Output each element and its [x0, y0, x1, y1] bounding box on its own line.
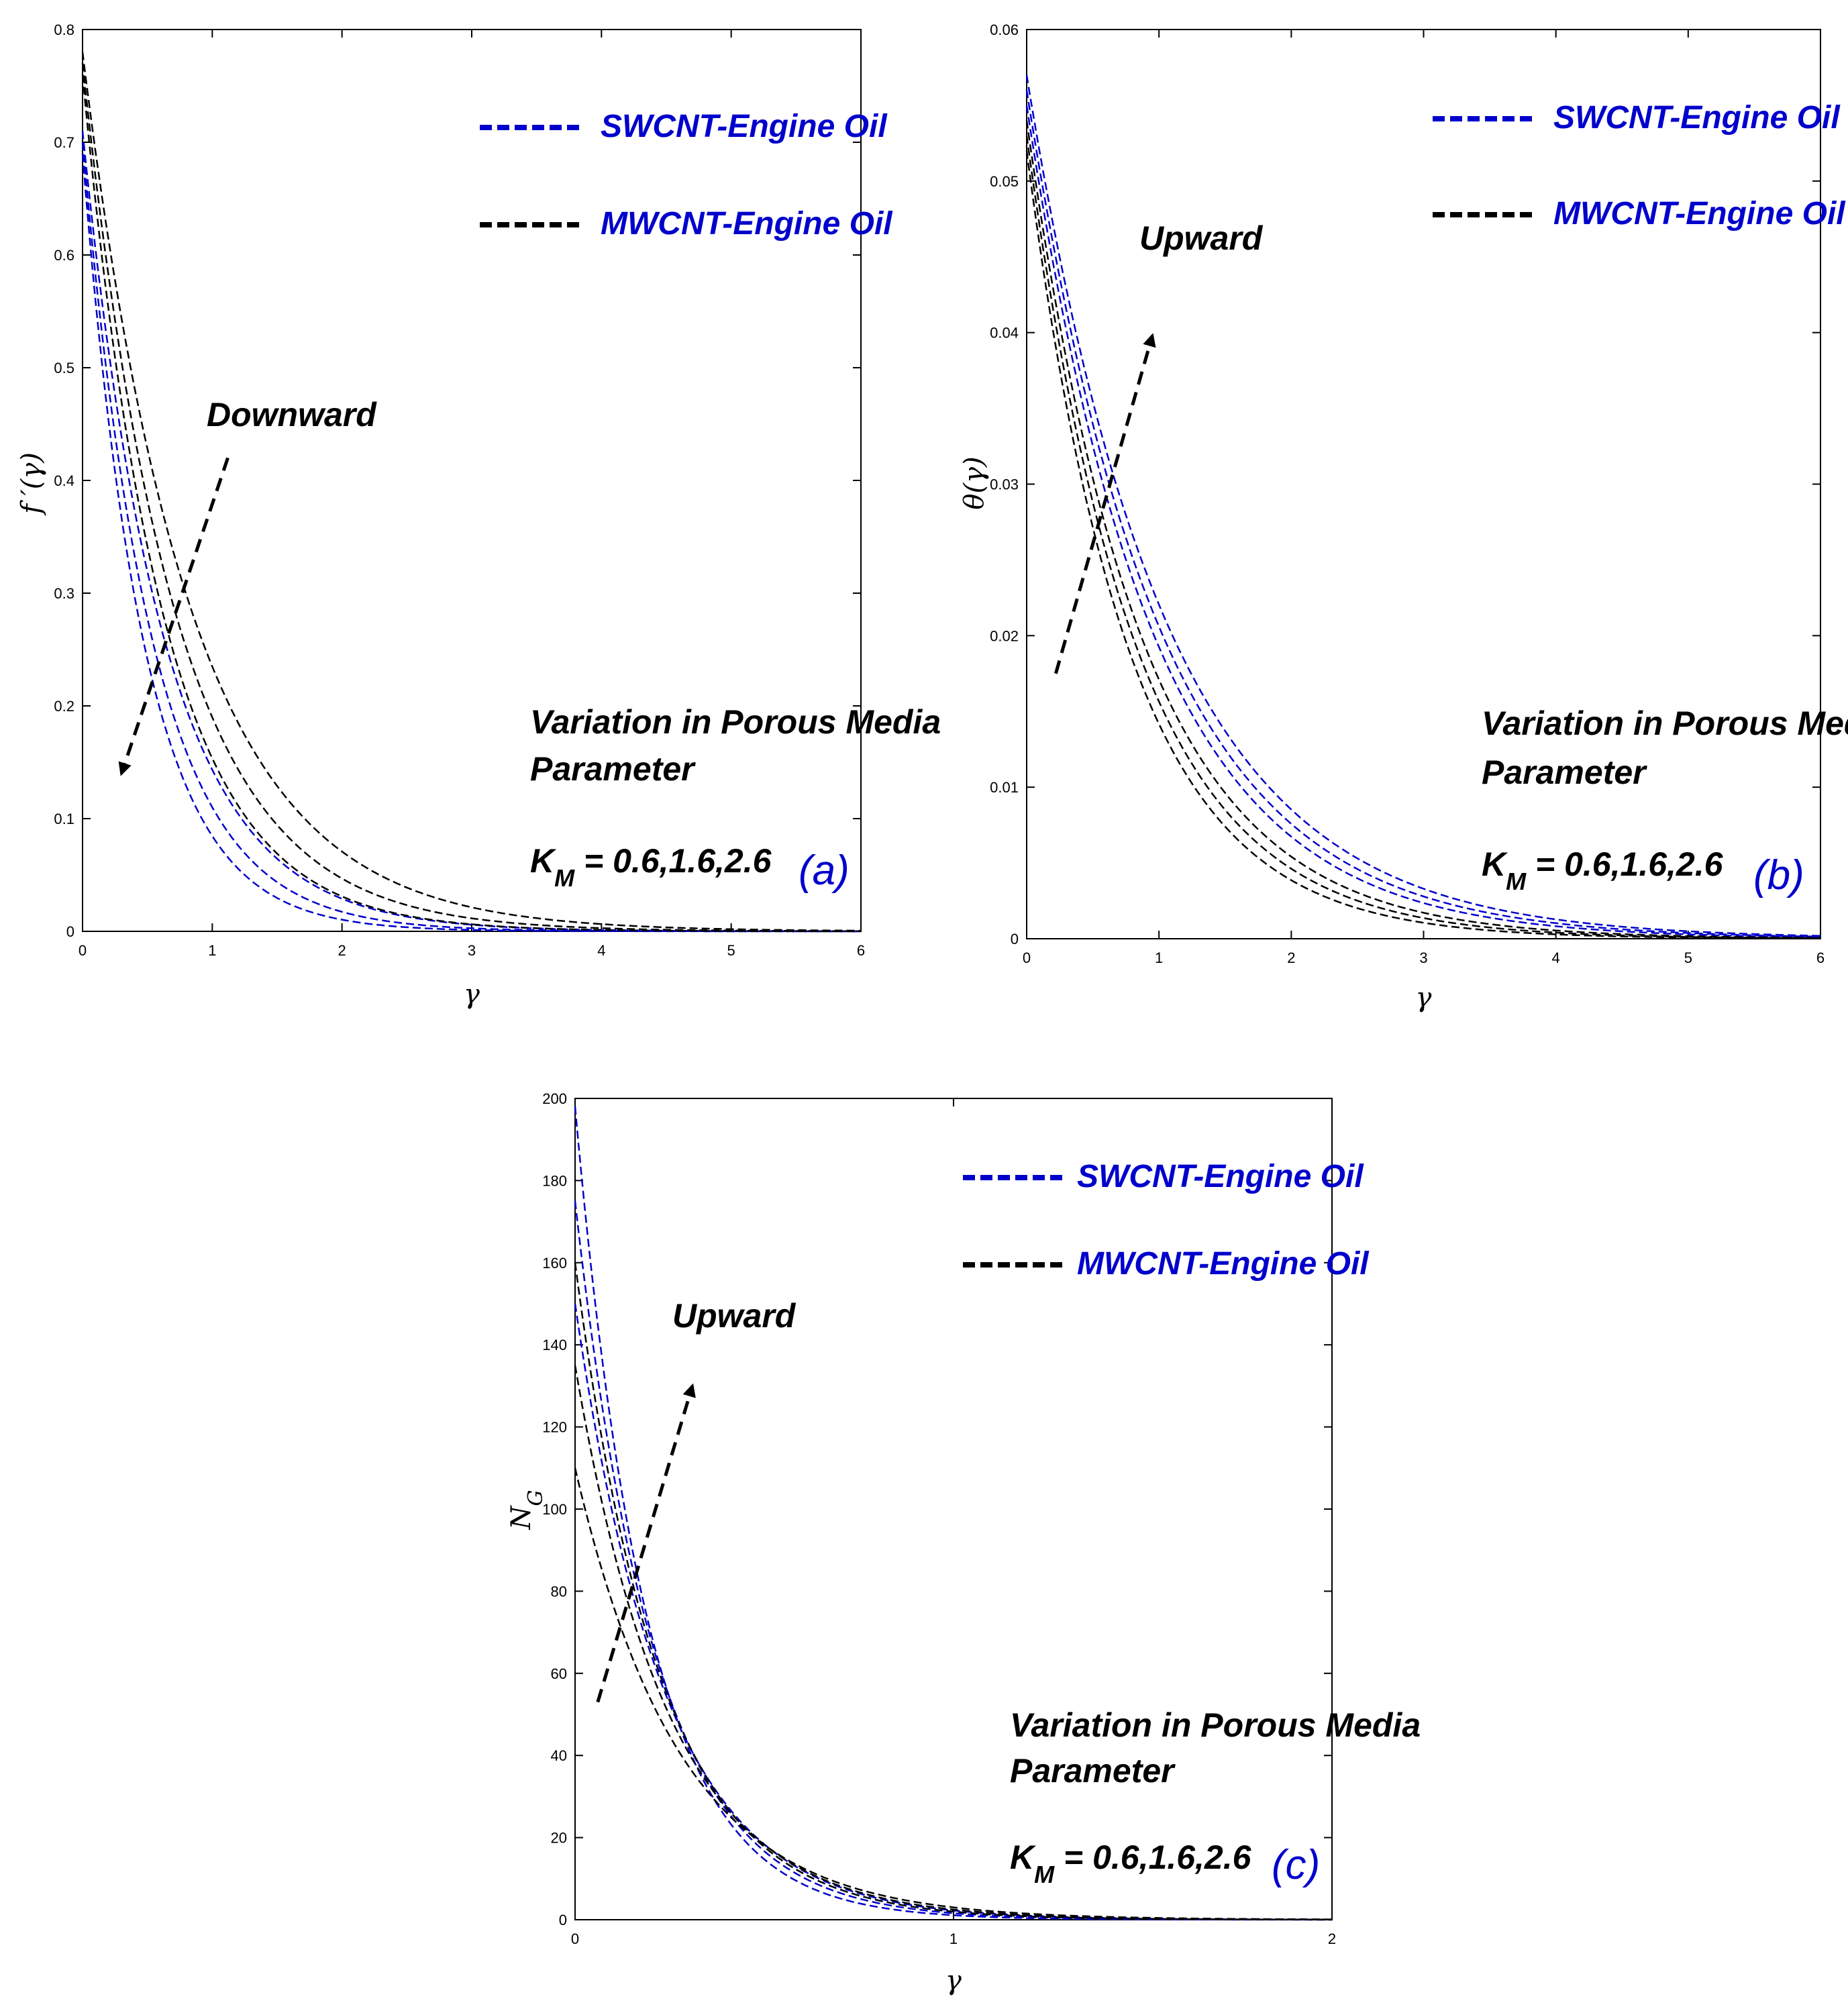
- legend-swcnt-label: SWCNT-Engine Oil: [601, 109, 888, 144]
- swcnt-series-line: [1025, 105, 1820, 938]
- swcnt-series-line: [81, 142, 861, 933]
- mwcnt-series-line: [81, 52, 861, 932]
- y-tick-label: 180: [542, 1172, 567, 1189]
- x-axis-label: γ: [1416, 982, 1432, 1013]
- annotation-line1: Variation in Porous Media: [1482, 705, 1848, 742]
- y-tick-label: 0.2: [54, 698, 74, 715]
- legend-swcnt-label: SWCNT-Engine Oil: [1077, 1159, 1364, 1194]
- x-tick-label: 0: [571, 1930, 579, 1947]
- y-tick-label: 0: [559, 1912, 567, 1928]
- x-tick-label: 0: [79, 942, 87, 959]
- x-tick-label: 3: [1419, 949, 1427, 966]
- y-tick-label: 100: [542, 1501, 567, 1518]
- x-tick-label: 2: [1287, 949, 1295, 966]
- panel-label: (c): [1272, 1842, 1320, 1888]
- y-tick-label: 0.5: [54, 360, 74, 376]
- legend-mwcnt-label: MWCNT-Engine Oil: [601, 206, 893, 242]
- y-axis-label: f ′(γ): [16, 452, 47, 516]
- annotation-line2: Parameter: [1010, 1752, 1176, 1790]
- y-tick-label: 0.04: [990, 325, 1019, 342]
- swcnt-series-line: [81, 131, 861, 933]
- annotation-line1: Variation in Porous Media: [530, 703, 941, 741]
- swcnt-series-line: [574, 1106, 1332, 1921]
- y-tick-label: 0: [66, 923, 74, 940]
- x-tick-label: 0: [1023, 949, 1031, 966]
- trend-label: Upward: [672, 1297, 797, 1335]
- x-tick-label: 2: [1328, 1930, 1336, 1947]
- legend-mwcnt-label: MWCNT-Engine Oil: [1077, 1246, 1370, 1282]
- chart-panel-a: 0 1 2 3 4 5 6 0 0.1 0.2 0.3 0.4 0.5 0.6 0.7 0.8 γ f ′(γ) D…: [16, 21, 941, 1010]
- y-axis-label: NG: [506, 1490, 548, 1531]
- mwcnt-series-line: [574, 1262, 1333, 1921]
- trend-label: Downward: [207, 396, 377, 433]
- y-tick-label: 0.03: [990, 476, 1019, 493]
- y-tick-label: 0.02: [990, 627, 1019, 644]
- legend-swcnt-label: SWCNT-Engine Oil: [1553, 100, 1841, 136]
- x-tick-label: 1: [1155, 949, 1163, 966]
- x-tick-label: 1: [208, 942, 216, 959]
- panel-label: (a): [799, 847, 850, 894]
- y-tick-label: 40: [551, 1747, 567, 1764]
- mwcnt-series-line: [1025, 135, 1820, 939]
- y-tick-label: 200: [542, 1090, 567, 1107]
- y-axis-label: θ(γ): [959, 456, 990, 509]
- x-tick-label: 4: [597, 942, 605, 959]
- x-tick-label: 4: [1552, 949, 1560, 966]
- trend-arrow: [596, 1383, 696, 1703]
- x-axis-label: γ: [464, 979, 480, 1010]
- x-tick-label: 6: [1816, 949, 1825, 966]
- trend-arrow: [118, 457, 229, 776]
- plot-frame: [1026, 29, 1821, 939]
- chart-panel-c: 0 1 2020406080100120140160180200γNGUpwardS…: [506, 1090, 1421, 1996]
- swcnt-series-line: [1025, 90, 1821, 938]
- y-tick-label: 0.1: [54, 811, 74, 827]
- annotation-line2: Parameter: [1482, 754, 1647, 791]
- trend-label: Upward: [1139, 219, 1264, 257]
- y-tick-label: 0.05: [990, 173, 1019, 190]
- y-tick-label: 0.01: [990, 779, 1019, 796]
- x-tick-label: 3: [468, 942, 476, 959]
- y-tick-label: 80: [551, 1583, 567, 1600]
- x-tick-label: 6: [857, 942, 865, 959]
- y-tick-label: 160: [542, 1255, 567, 1272]
- km-annotation: KM = 0.6,1.6,2.6: [1010, 1839, 1252, 1888]
- mwcnt-series-line: [1025, 150, 1820, 939]
- annotation-line2: Parameter: [530, 750, 696, 788]
- x-tick-label: 5: [727, 942, 735, 959]
- plot-frame: [82, 29, 862, 932]
- x-tick-label: 5: [1684, 949, 1692, 966]
- swcnt-series-line: [1025, 74, 1821, 937]
- x-tick-label: 2: [338, 942, 346, 959]
- mwcnt-series-line: [1025, 120, 1821, 939]
- y-tick-label: 0.6: [54, 247, 74, 264]
- mwcnt-series-line: [81, 63, 861, 932]
- y-tick-label: 0.4: [54, 472, 74, 489]
- chart-panel-b: 0 1 2 3 4 5 6 0 0.01 0.02 0.03 0.04 0.05 0.06 γ θ(γ) Upw…: [959, 21, 1848, 1013]
- swcnt-series-line: [574, 1303, 1332, 1921]
- y-tick-label: 20: [551, 1830, 567, 1847]
- legend-mwcnt-label: MWCNT-Engine Oil: [1553, 196, 1846, 231]
- annotation-line1: Variation in Porous Media: [1010, 1706, 1421, 1744]
- y-tick-label: 0: [1011, 931, 1019, 947]
- y-tick-label: 120: [542, 1419, 567, 1436]
- x-tick-label: 1: [949, 1930, 958, 1947]
- mwcnt-series-line: [574, 1365, 1332, 1920]
- km-annotation: KM = 0.6,1.6,2.6: [1482, 845, 1724, 895]
- x-axis-label: γ: [945, 1965, 962, 1996]
- y-tick-label: 0.8: [54, 21, 74, 38]
- mwcnt-series-line: [81, 74, 861, 933]
- y-tick-label: 0.3: [54, 585, 74, 602]
- panel-label: (b): [1753, 852, 1804, 898]
- y-tick-label: 0.06: [990, 21, 1019, 38]
- plot-frame: [574, 1098, 1333, 1920]
- km-annotation: KM = 0.6,1.6,2.6: [530, 842, 772, 892]
- y-tick-label: 0.7: [54, 134, 74, 151]
- y-tick-label: 140: [542, 1337, 567, 1353]
- trend-arrow: [1054, 333, 1156, 674]
- y-tick-label: 60: [551, 1665, 567, 1682]
